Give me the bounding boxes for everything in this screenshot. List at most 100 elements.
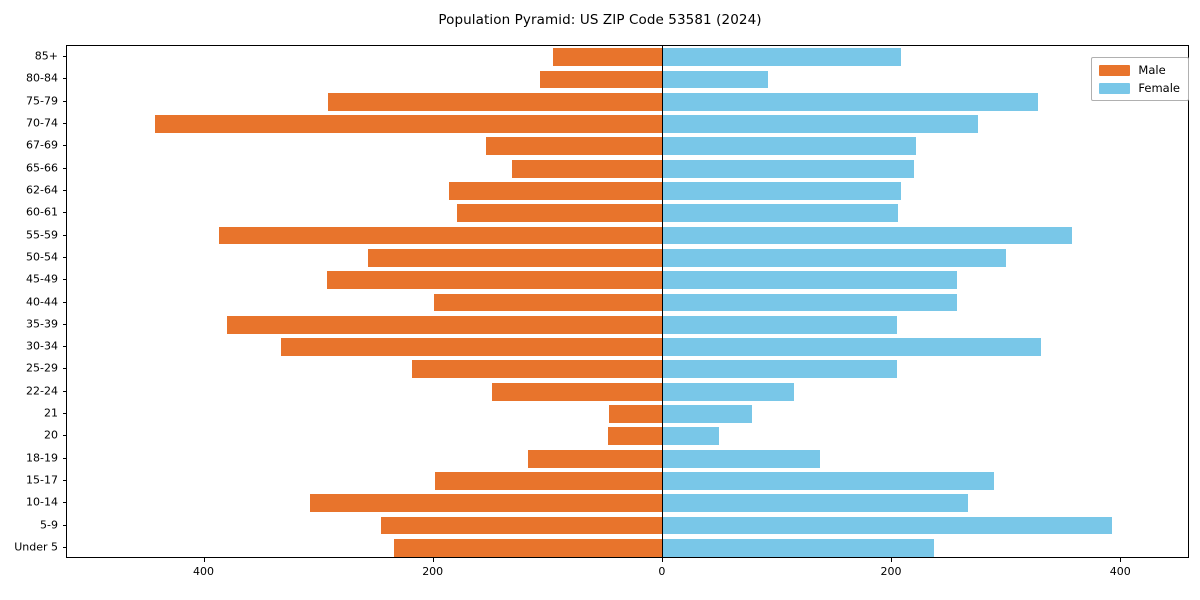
plot-area	[66, 45, 1189, 558]
y-axis-tick-label: 10-14	[26, 495, 58, 509]
y-axis-tick	[62, 189, 66, 191]
female-bar[interactable]	[662, 472, 995, 490]
female-bar[interactable]	[662, 315, 897, 334]
x-axis-tick-label: 0	[658, 565, 666, 578]
female-bar[interactable]	[662, 204, 898, 223]
male-bar[interactable]	[411, 360, 663, 379]
y-axis-tick	[62, 78, 66, 80]
chart-legend: Male Female	[1091, 57, 1189, 101]
y-axis-tick	[62, 346, 66, 348]
x-axis-tick-label: 200	[880, 565, 902, 578]
pyramid-row	[67, 360, 1188, 379]
y-axis-tick	[62, 279, 66, 281]
pyramid-row	[67, 382, 1188, 401]
male-bar[interactable]	[281, 338, 663, 356]
male-bar[interactable]	[380, 516, 663, 535]
pyramid-row	[67, 315, 1188, 334]
female-bar[interactable]	[662, 338, 1042, 356]
female-swatch	[1099, 82, 1131, 94]
female-bar[interactable]	[662, 48, 902, 67]
male-bar[interactable]	[328, 92, 663, 111]
y-axis-tick-label: 60-61	[26, 205, 58, 219]
male-bar[interactable]	[448, 182, 663, 200]
y-axis-tick-label: 50-54	[26, 250, 58, 264]
male-bar[interactable]	[219, 226, 663, 245]
male-bar[interactable]	[456, 204, 663, 223]
male-bar[interactable]	[327, 271, 663, 290]
pyramid-row	[67, 137, 1188, 156]
pyramid-row	[67, 271, 1188, 290]
female-bar[interactable]	[662, 159, 914, 178]
male-bar[interactable]	[368, 248, 663, 267]
y-axis-tick-label: 18-19	[26, 451, 58, 465]
male-bar[interactable]	[434, 472, 663, 490]
y-axis-tick-label: 20	[44, 428, 58, 442]
female-bar[interactable]	[662, 538, 935, 557]
female-bar[interactable]	[662, 427, 720, 446]
legend-item[interactable]: Male	[1099, 63, 1180, 77]
male-bar[interactable]	[607, 427, 663, 446]
pyramid-row	[67, 449, 1188, 468]
female-bar[interactable]	[662, 115, 978, 133]
female-bar[interactable]	[662, 226, 1072, 245]
male-bar[interactable]	[393, 538, 663, 557]
y-axis-tick-label: 15-17	[26, 473, 58, 487]
y-axis-tick-label: 62-64	[26, 183, 58, 197]
female-bar[interactable]	[662, 494, 968, 513]
pyramid-row	[67, 226, 1188, 245]
x-axis: 400 200 0 200 400	[66, 558, 1189, 598]
female-bar[interactable]	[662, 382, 794, 401]
legend-item[interactable]: Female	[1099, 81, 1180, 95]
male-bar[interactable]	[527, 449, 663, 468]
pyramid-row	[67, 70, 1188, 89]
pyramid-row	[67, 48, 1188, 67]
y-axis-tick-label: 70-74	[26, 116, 58, 130]
pyramid-row	[67, 92, 1188, 111]
y-axis-tick	[62, 479, 66, 481]
y-axis-tick	[62, 123, 66, 125]
female-bar[interactable]	[662, 248, 1006, 267]
y-axis-tick	[62, 524, 66, 526]
x-axis-tick	[891, 558, 893, 562]
pyramid-row	[67, 293, 1188, 312]
y-axis-tick	[62, 234, 66, 236]
male-bar[interactable]	[227, 315, 663, 334]
y-axis-tick-label: Under 5	[14, 540, 58, 554]
legend-label: Male	[1138, 63, 1166, 77]
female-bar[interactable]	[662, 516, 1113, 535]
y-axis-tick	[62, 301, 66, 303]
y-axis-tick-label: 45-49	[26, 272, 58, 286]
y-axis-tick-label: 25-29	[26, 361, 58, 375]
male-bar[interactable]	[309, 494, 663, 513]
male-bar[interactable]	[540, 70, 663, 89]
x-axis-tick	[203, 558, 205, 562]
female-bar[interactable]	[662, 70, 769, 89]
pyramid-row	[67, 472, 1188, 490]
pyramid-row	[67, 427, 1188, 446]
male-bar[interactable]	[155, 115, 663, 133]
y-axis-tick	[62, 212, 66, 214]
female-bar[interactable]	[662, 182, 902, 200]
y-axis-tick	[62, 368, 66, 370]
female-bar[interactable]	[662, 360, 897, 379]
y-axis-tick	[62, 100, 66, 102]
bars-container	[67, 46, 1188, 557]
male-bar[interactable]	[552, 48, 663, 67]
female-bar[interactable]	[662, 405, 753, 423]
male-bar[interactable]	[492, 382, 663, 401]
female-bar[interactable]	[662, 271, 958, 290]
y-axis-tick	[62, 323, 66, 325]
female-bar[interactable]	[662, 92, 1038, 111]
female-bar[interactable]	[662, 293, 958, 312]
y-axis-tick-label: 55-59	[26, 228, 58, 242]
male-bar[interactable]	[433, 293, 663, 312]
female-bar[interactable]	[662, 449, 820, 468]
y-axis-tick-label: 40-44	[26, 295, 58, 308]
male-bar[interactable]	[511, 159, 663, 178]
male-bar[interactable]	[486, 137, 663, 156]
female-bar[interactable]	[662, 137, 917, 156]
y-axis-tick	[62, 145, 66, 147]
male-bar[interactable]	[609, 405, 663, 423]
y-axis-tick	[62, 390, 66, 392]
